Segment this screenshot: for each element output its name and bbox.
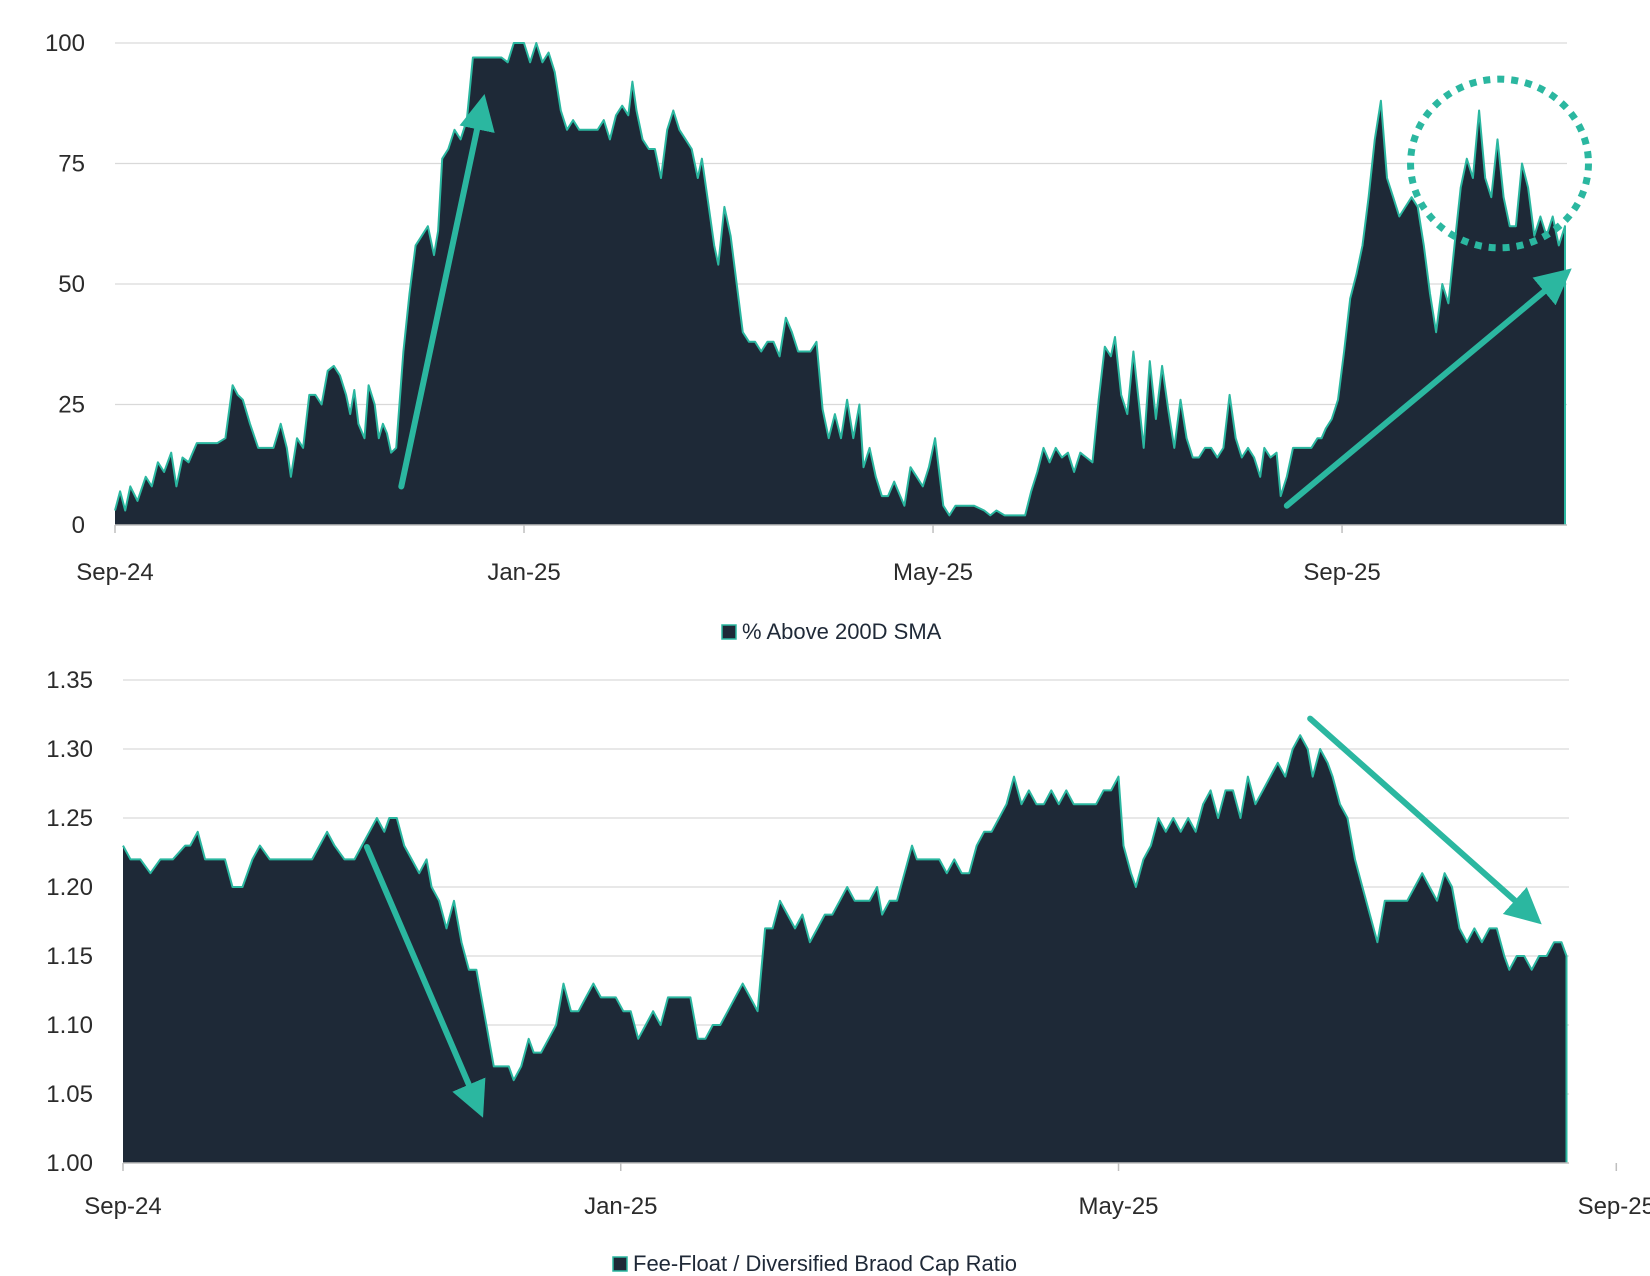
chart1-gridlines [115, 42, 1567, 406]
chart2-y-tick-label: 1.25 [46, 805, 93, 832]
chart1-y-axis: 0 25 50 75 100 [45, 30, 85, 539]
chart2-y-tick-label: 1.00 [46, 1150, 93, 1177]
chart2-y-tick-label: 1.30 [46, 736, 93, 763]
chart1-x-tick-label: Jan-25 [487, 559, 560, 586]
chart2-y-tick-label: 1.15 [46, 943, 93, 970]
chart1-trend-arrow [1283, 268, 1572, 509]
chart2-legend-swatch [612, 1256, 628, 1272]
chart1-y-tick-label: 0 [72, 512, 85, 539]
chart1-y-tick-label: 100 [45, 30, 85, 57]
chart2-trend-arrow [1307, 715, 1542, 925]
chart1-area-line [114, 42, 1566, 525]
chart1-y-tick-label: 75 [58, 151, 85, 178]
chart2-legend-label: Fee-Float / Diversified Braod Cap Ratio [633, 1251, 1017, 1276]
chart1-x-tick-label: Sep-24 [76, 559, 153, 586]
chart2-area-line [122, 734, 1568, 1163]
chart1-legend-swatch [721, 624, 737, 640]
chart1-y-tick-label: 25 [58, 392, 85, 419]
chart2-y-tick-label: 1.10 [46, 1012, 93, 1039]
chart1-x-tick-label: May-25 [893, 559, 973, 586]
chart1-highlight-circle [1407, 75, 1592, 252]
chart1-area-fill [115, 43, 1565, 525]
chart2-area-fill [123, 735, 1567, 1163]
chart2-x-axis: Sep-24 Jan-25 May-25 Sep-25 [84, 1162, 1650, 1220]
chart1-y-tick-label: 50 [58, 271, 85, 298]
chart-fee-float-ratio: Sep-24 Jan-25 May-25 Sep-25 1.00 1.05 1.10 1.1… [46, 667, 1650, 1276]
chart2-y-tick-label: 1.05 [46, 1081, 93, 1108]
chart2-area-series [122, 734, 1568, 1163]
chart2-x-tick-label: May-25 [1079, 1193, 1159, 1220]
chart2-legend: Fee-Float / Diversified Braod Cap Ratio [612, 1251, 1017, 1276]
chart2-y-tick-label: 1.20 [46, 874, 93, 901]
chart2-annotations [363, 715, 1542, 1118]
chart1-legend-label: % Above 200D SMA [742, 619, 942, 644]
chart1-annotations [398, 75, 1592, 509]
chart2-x-tick-label: Sep-25 [1578, 1193, 1650, 1220]
chart1-area-series [114, 42, 1566, 525]
chart1-x-axis: Sep-24 Jan-25 May-25 Sep-25 [76, 524, 1567, 586]
chart1-legend: % Above 200D SMA [721, 619, 942, 644]
chart2-y-tick-label: 1.35 [46, 667, 93, 694]
chart2-trend-arrow [363, 843, 486, 1118]
chart1-x-tick-label: Sep-25 [1303, 559, 1380, 586]
chart-pct-above-200d-sma: Sep-24 Jan-25 May-25 Sep-25 0 25 50 75 100 % Ab… [45, 30, 1592, 644]
chart2-x-tick-label: Jan-25 [584, 1193, 657, 1220]
chart1-trend-arrow [398, 94, 495, 490]
chart2-x-tick-label: Sep-24 [84, 1193, 161, 1220]
chart2-y-axis: 1.00 1.05 1.10 1.15 1.20 1.25 1.30 1.35 [46, 667, 93, 1177]
